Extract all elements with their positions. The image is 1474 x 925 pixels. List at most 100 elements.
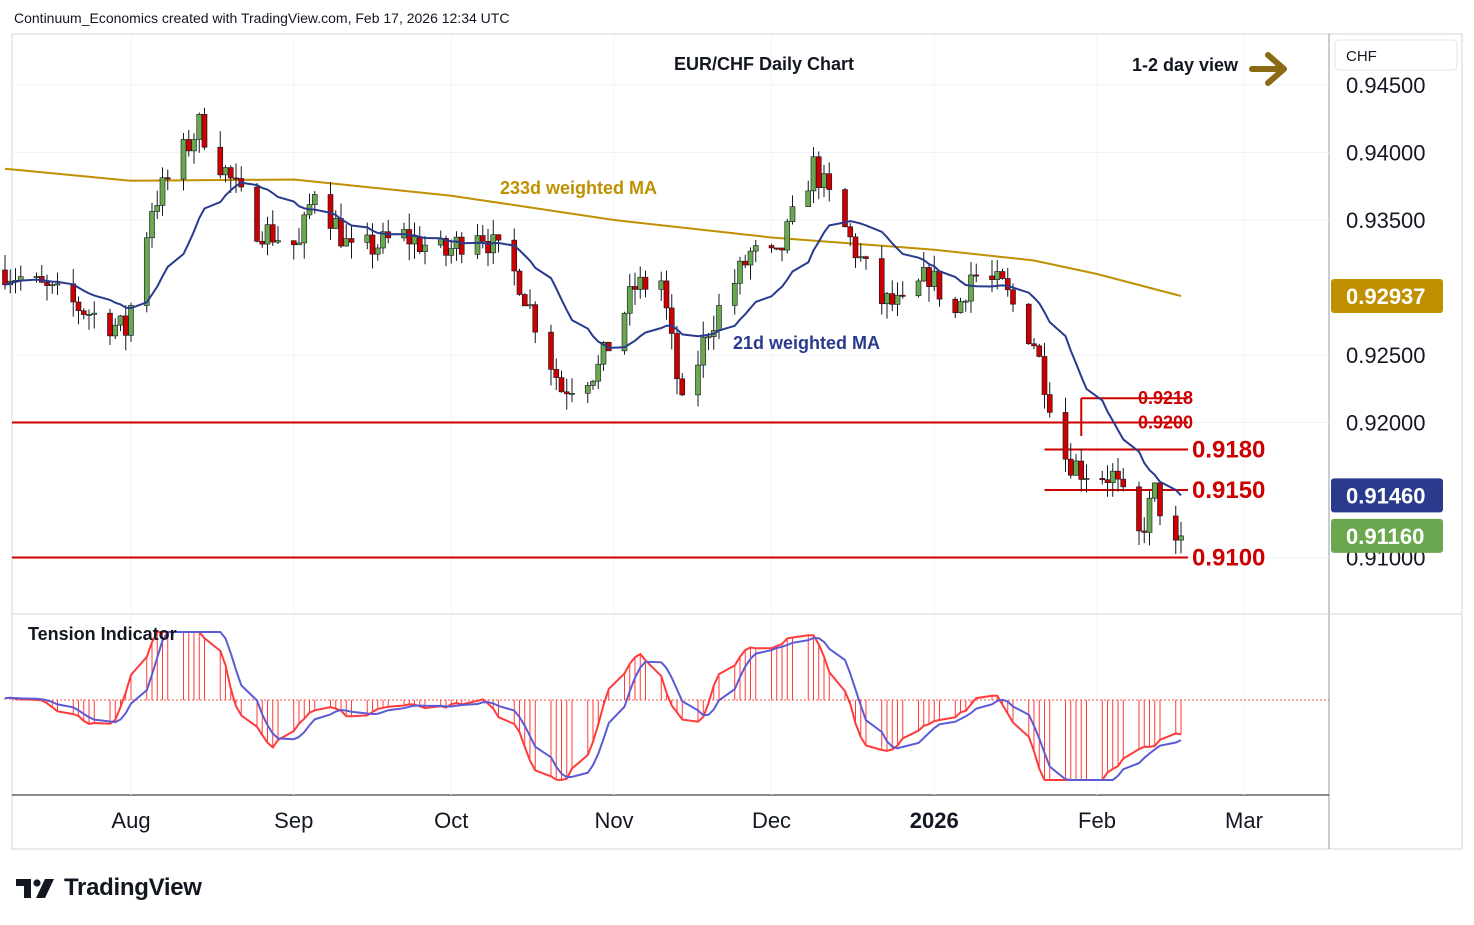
candle	[1004, 268, 1011, 297]
candle	[159, 167, 166, 216]
candle-body	[999, 271, 1006, 279]
candle	[779, 247, 785, 262]
candle-body	[348, 238, 355, 243]
level-label: 0.9150	[1192, 477, 1265, 504]
candle-body	[311, 194, 318, 205]
candle	[1078, 448, 1085, 492]
candle-body	[222, 167, 229, 176]
candle-body	[563, 391, 570, 395]
candlestick-series[interactable]	[2, 107, 1184, 554]
candle-body	[637, 276, 644, 290]
candle-body	[1104, 479, 1111, 484]
candle-body	[227, 167, 234, 179]
candle	[1109, 463, 1116, 497]
candle-body	[731, 282, 738, 306]
x-tick-label: Mar	[1225, 808, 1263, 833]
candle	[164, 169, 171, 191]
tension-indicator-pane	[4, 631, 1329, 782]
candle-body	[343, 238, 350, 247]
right-arrow-icon	[1249, 52, 1287, 86]
candle-body	[810, 156, 817, 192]
candle-body	[863, 256, 869, 259]
candle	[217, 131, 224, 179]
candle-body	[632, 286, 638, 290]
candle	[1104, 465, 1111, 497]
candle	[374, 244, 381, 261]
candle	[810, 147, 817, 204]
candle-body	[479, 235, 486, 242]
currency-box[interactable]	[1334, 39, 1458, 71]
candle	[878, 245, 885, 315]
candle	[926, 263, 932, 302]
candle-body	[117, 315, 124, 326]
candle-body	[679, 378, 686, 396]
candle-body	[889, 293, 896, 305]
candle-body	[915, 280, 922, 296]
candle	[227, 165, 234, 193]
candle-body	[658, 280, 665, 290]
candle-body	[968, 274, 974, 302]
time-axis[interactable]: Aug Sep Oct Nov Dec 2026 Feb Mar	[111, 808, 1263, 833]
chart-frame	[11, 33, 1463, 850]
candle	[479, 224, 486, 249]
candle	[1083, 464, 1090, 493]
candle	[191, 133, 197, 164]
candle	[238, 166, 245, 192]
candle-body	[826, 173, 833, 190]
candle	[458, 232, 465, 264]
candle	[485, 228, 491, 267]
candle-body	[448, 248, 455, 256]
candle	[768, 243, 775, 253]
candle-body	[332, 218, 339, 229]
candle	[731, 269, 738, 315]
candle	[1031, 338, 1037, 350]
candle	[453, 231, 460, 261]
x-tick-label: Sep	[274, 808, 313, 833]
candle-body	[815, 156, 822, 188]
candle-body	[458, 236, 465, 255]
candle	[626, 273, 633, 326]
candle	[747, 247, 754, 280]
candle	[553, 358, 560, 391]
candle	[968, 261, 974, 313]
candle-body	[768, 245, 775, 249]
candle-body	[1004, 278, 1011, 291]
candle-body	[1146, 497, 1153, 533]
candle	[401, 222, 407, 242]
candle-body	[301, 214, 308, 244]
candle-body	[259, 240, 266, 245]
candle	[973, 263, 980, 283]
candle	[1073, 454, 1079, 476]
candle-body	[1109, 470, 1116, 484]
candle-body	[1151, 482, 1158, 499]
candle	[1172, 505, 1179, 554]
candle	[805, 180, 812, 208]
candle	[86, 309, 92, 330]
candle	[1046, 382, 1053, 418]
candle	[290, 240, 297, 260]
candle-body	[842, 189, 848, 228]
price-tags: 0.92937 0.91460 0.91160	[1331, 279, 1443, 553]
ma233-line	[4, 167, 1182, 297]
candle-body	[532, 304, 539, 333]
brand[interactable]: TradingView	[16, 874, 202, 902]
candle	[563, 378, 570, 410]
candle	[632, 272, 638, 305]
candle-body	[159, 177, 166, 206]
candle	[842, 187, 848, 228]
candle-body	[54, 283, 61, 286]
candle	[1067, 443, 1074, 479]
candle-body	[705, 336, 712, 339]
candle-body	[1172, 515, 1179, 541]
candle-body	[1136, 486, 1142, 532]
candle-body	[91, 312, 98, 315]
candle	[275, 226, 281, 245]
candle	[511, 228, 518, 286]
candle	[642, 270, 649, 298]
candle-body	[1046, 394, 1053, 413]
price-tag-box	[1331, 279, 1443, 314]
candle-body	[44, 281, 50, 286]
candle-body	[595, 363, 602, 382]
x-tick-label: Aug	[111, 808, 150, 833]
